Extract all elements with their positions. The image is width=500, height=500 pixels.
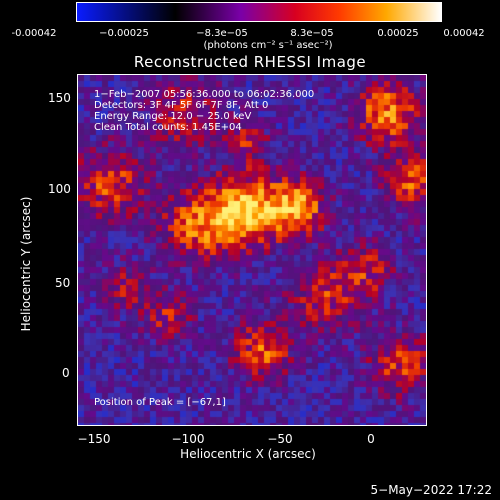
x-tick-label: 0 xyxy=(367,432,375,446)
peak-position-annotation: Position of Peak = [−67,1] xyxy=(94,397,226,408)
y-tick-label: 0 xyxy=(62,366,70,380)
colorbar-tick: 8.3e−05 xyxy=(290,28,334,39)
x-tick-label: −150 xyxy=(77,432,111,446)
x-tick-label: −50 xyxy=(267,432,293,446)
rhessi-image xyxy=(78,75,426,425)
y-tick-label: 100 xyxy=(48,182,71,196)
x-tick-label: −100 xyxy=(171,432,205,446)
y-tick-label: 50 xyxy=(55,276,71,290)
render-date: 5−May−2022 17:22 xyxy=(370,483,493,497)
clean-annotation: Clean Total counts: 1.45E+04 xyxy=(94,122,242,133)
colorbar-tick: 0.00025 xyxy=(377,28,419,39)
plot-title: Reconstructed RHESSI Image xyxy=(133,53,367,71)
energy-range-annotation: Energy Range: 12.0 − 25.0 keV xyxy=(94,111,252,122)
detectors-annotation: Detectors: 3F 4F 5F 6F 7F 8F, Att 0 xyxy=(94,100,269,111)
colorbar-tick: -0.00042 xyxy=(11,28,57,39)
time-range-annotation: 1−Feb−2007 05:56:36.000 to 06:02:36.000 xyxy=(94,89,315,100)
y-axis-label: Heliocentric Y (arcsec) xyxy=(19,196,33,332)
colorbar-units: (photons cm⁻² s⁻¹ asec⁻²) xyxy=(203,40,333,51)
colorbar-tick: −0.00025 xyxy=(99,28,149,39)
colorbar-gradient xyxy=(76,2,442,22)
y-tick-label: 150 xyxy=(48,91,71,105)
colorbar-tick: 0.00042 xyxy=(443,28,485,39)
colorbar-tick: −8.3e−05 xyxy=(196,28,248,39)
x-axis-label: Heliocentric X (arcsec) xyxy=(180,447,316,461)
image-plot-area: 1−Feb−2007 05:56:36.000 to 06:02:36.000 … xyxy=(77,74,427,426)
